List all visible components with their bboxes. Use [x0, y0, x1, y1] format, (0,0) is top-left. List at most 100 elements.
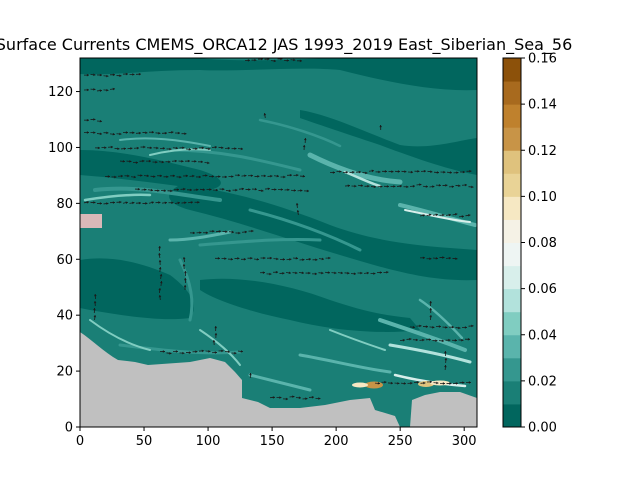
- current-arrowhead: [438, 183, 441, 187]
- current-arrowhead: [238, 231, 241, 235]
- current-arrowhead: [428, 213, 432, 217]
- x-tick-label: 200: [324, 434, 349, 449]
- current-arrowhead: [270, 174, 273, 178]
- current-arrowhead: [442, 382, 445, 385]
- current-arrowhead: [168, 160, 171, 164]
- y-tick-label: 120: [48, 85, 73, 100]
- current-arrowhead: [149, 146, 152, 150]
- current-arrowhead: [142, 159, 145, 163]
- current-arrowhead: [170, 189, 173, 193]
- current-arrowhead: [244, 174, 247, 178]
- current-arrowhead: [458, 184, 461, 188]
- current-arrowhead: [445, 184, 448, 187]
- current-arrowhead: [308, 271, 311, 275]
- current-arrowhead: [429, 315, 433, 318]
- colorbar-tick-label: 0.12: [528, 144, 557, 159]
- y-tick-label: 0: [65, 421, 73, 436]
- current-arrowhead: [136, 146, 139, 150]
- current-arrowhead: [293, 189, 296, 192]
- colorbar-segment: [503, 311, 521, 336]
- current-arrowhead: [295, 256, 298, 260]
- current-arrowhead: [254, 187, 257, 191]
- current-arrowhead: [150, 188, 153, 192]
- current-arrowhead: [177, 201, 180, 205]
- current-arrowhead: [415, 338, 418, 342]
- current-arrowhead: [93, 131, 96, 134]
- current-arrowhead: [221, 349, 224, 353]
- current-arrowhead: [267, 187, 270, 191]
- current-arrowhead: [402, 338, 405, 342]
- current-arrowhead: [451, 185, 454, 189]
- dark-band-southwest: [80, 150, 221, 190]
- current-arrowhead: [177, 131, 180, 135]
- current-arrowhead: [99, 89, 102, 92]
- current-arrowhead: [301, 271, 304, 275]
- current-arrowhead: [97, 146, 100, 150]
- current-arrowhead: [435, 256, 438, 260]
- current-arrowhead: [157, 189, 160, 192]
- current-arrowhead: [416, 380, 419, 384]
- current-arrowhead: [410, 170, 413, 174]
- current-arrowhead: [189, 188, 192, 192]
- current-arrowhead: [464, 326, 467, 329]
- current-arrowhead: [449, 382, 452, 385]
- current-arrowhead: [279, 396, 282, 399]
- current-arrowhead: [187, 159, 190, 163]
- streak-15: [378, 318, 467, 352]
- current-arrowhead: [458, 326, 461, 330]
- current-arrowhead: [188, 147, 191, 151]
- current-arrowhead: [190, 201, 193, 204]
- current-arrowhead: [201, 146, 204, 150]
- current-arrowhead: [254, 58, 257, 62]
- streak-8: [83, 193, 152, 202]
- current-arrowhead: [235, 188, 238, 192]
- speed-patch-3: [352, 382, 368, 388]
- current-arrowhead: [429, 257, 432, 261]
- current-arrowhead: [429, 308, 433, 311]
- current-arrowhead: [261, 189, 264, 193]
- current-arrowhead: [327, 271, 330, 274]
- current-arrowhead: [176, 188, 179, 192]
- current-arrowhead: [397, 381, 400, 385]
- current-arrowhead: [419, 183, 422, 186]
- current-arrowhead: [137, 187, 140, 191]
- current-arrowhead: [302, 258, 305, 262]
- current-arrowhead: [397, 170, 400, 173]
- current-arrowhead: [172, 174, 175, 178]
- current-arrowhead: [212, 340, 216, 343]
- current-arrowhead: [122, 159, 125, 163]
- current-arrowhead: [282, 271, 285, 275]
- current-arrowhead: [285, 397, 288, 401]
- current-arrowhead: [365, 171, 368, 175]
- current-vectors: [83, 58, 474, 401]
- streak-10: [168, 230, 232, 242]
- current-arrowhead: [194, 159, 197, 163]
- current-arrowhead: [93, 201, 96, 204]
- current-arrowhead: [112, 87, 115, 91]
- current-arrowhead: [300, 189, 303, 192]
- current-arrowhead: [166, 175, 169, 179]
- current-arrowhead: [148, 159, 151, 163]
- current-arrowhead: [224, 175, 227, 179]
- current-arrowhead: [161, 160, 164, 164]
- current-arrowhead: [293, 58, 296, 62]
- current-arrowhead: [158, 201, 161, 204]
- current-arrowhead: [225, 230, 228, 234]
- current-arrowhead: [423, 381, 426, 385]
- current-arrowhead: [280, 58, 283, 61]
- current-arrowhead: [250, 256, 253, 260]
- current-arrowhead: [184, 132, 187, 136]
- current-arrowhead: [217, 257, 220, 260]
- current-arrowhead: [179, 175, 182, 179]
- current-arrowhead: [214, 326, 218, 329]
- streak-13: [149, 148, 211, 156]
- current-arrowhead: [107, 175, 110, 178]
- x-tick-label: 50: [136, 434, 153, 449]
- current-arrowhead: [432, 185, 435, 188]
- colorbar-segment: [503, 173, 521, 197]
- current-arrowhead: [138, 201, 141, 205]
- current-arrowhead: [199, 231, 202, 235]
- current-arrowhead: [292, 395, 295, 399]
- current-arrowhead: [417, 169, 420, 173]
- current-arrowhead: [390, 381, 393, 385]
